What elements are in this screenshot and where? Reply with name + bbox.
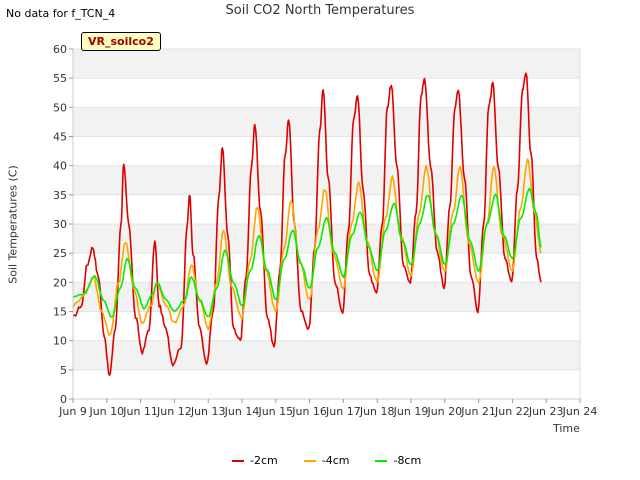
y-tick-label: 40	[53, 160, 67, 173]
x-tick-label: Jun 19	[393, 405, 429, 418]
y-tick-label: 15	[53, 306, 67, 319]
x-tick-label: Jun 13	[190, 405, 226, 418]
y-tick-label: 60	[53, 43, 67, 56]
x-tick-label: Jun 15	[257, 405, 293, 418]
y-tick-label: 30	[53, 218, 67, 231]
no-data-note: No data for f_TCN_4	[6, 7, 116, 20]
y-tick-label: 50	[53, 101, 67, 114]
x-tick-label: Jun 9	[58, 405, 87, 418]
series-line-minus-4cm	[72, 158, 542, 336]
legend-label-4cm: -4cm	[321, 454, 350, 467]
x-tick-label: Jun 10	[88, 405, 124, 418]
x-tick-label: Jun 24	[562, 405, 598, 418]
x-tick-label: Jun 12	[156, 405, 192, 418]
grid-band	[73, 340, 580, 370]
legend-swatch-8cm	[375, 459, 388, 462]
y-axis-label: Soil Temperatures (C)	[6, 165, 20, 284]
legend-swatch-4cm	[303, 459, 316, 462]
y-tick-label: 25	[53, 247, 67, 260]
x-tick-label: Jun 16	[291, 405, 327, 418]
x-tick-label: Jun 21	[460, 405, 496, 418]
grid-band	[73, 107, 580, 137]
series-line-minus-8cm	[72, 187, 542, 318]
legend: -2cm -4cm -8cm	[232, 454, 421, 467]
y-tick-label: 0	[60, 393, 67, 406]
legend-item-4cm: -4cm	[303, 454, 350, 467]
grid-band	[73, 224, 580, 254]
legend-swatch-2cm	[232, 459, 244, 462]
x-tick-label: Jun 17	[325, 405, 361, 418]
x-tick-label: Jun 14	[224, 405, 260, 418]
x-axis-label: Time	[553, 422, 580, 435]
chart-title: Soil CO2 North Temperatures	[225, 3, 415, 18]
legend-label-8cm: -8cm	[393, 454, 422, 467]
y-tick-label: 35	[53, 189, 67, 202]
legend-item-2cm: -2cm	[232, 454, 278, 467]
x-tick-label: Jun 23	[528, 405, 564, 418]
x-tick-label: Jun 20	[426, 405, 462, 418]
legend-label-2cm: -2cm	[250, 454, 278, 467]
grid-band	[73, 49, 580, 79]
y-tick-label: 55	[53, 72, 67, 85]
y-tick-label: 20	[53, 276, 67, 289]
y-tick-label: 10	[53, 335, 67, 348]
x-tick-label: Jun 11	[122, 405, 158, 418]
station-badge: VR_soilco2	[81, 32, 161, 51]
legend-item-8cm: -8cm	[375, 454, 421, 467]
x-tick-label: Jun 22	[494, 405, 530, 418]
y-tick-label: 45	[53, 131, 67, 144]
x-tick-label: Jun 18	[359, 405, 395, 418]
y-tick-label: 5	[60, 364, 67, 377]
